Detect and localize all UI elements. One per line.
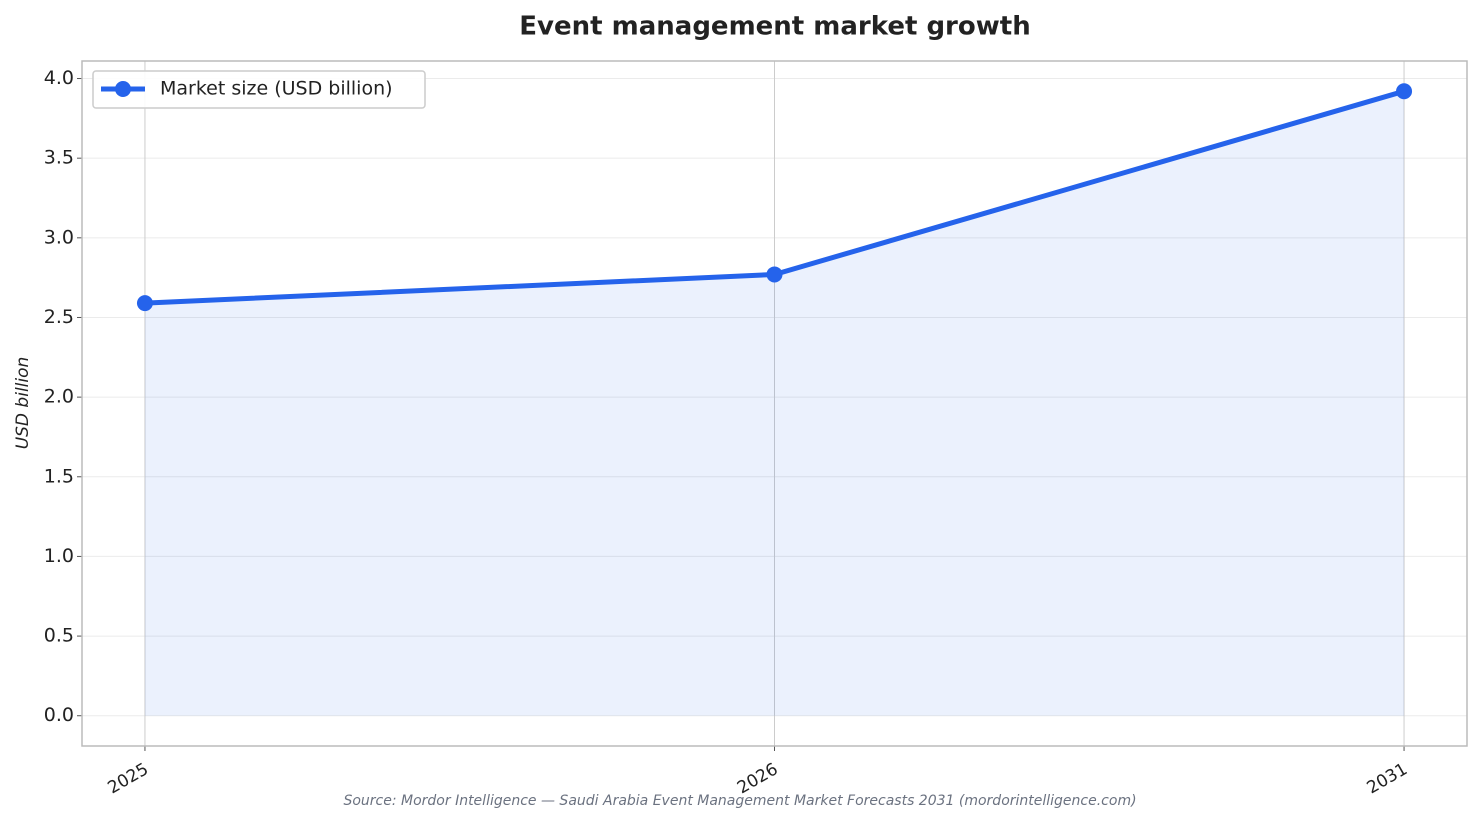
y-tick-label: 2.0 bbox=[44, 386, 74, 408]
y-tick-label: 3.0 bbox=[44, 226, 74, 248]
legend-marker bbox=[115, 81, 131, 97]
area bbox=[144, 91, 1405, 716]
plot-frame bbox=[81, 60, 1468, 747]
marker bbox=[766, 266, 783, 283]
x-tick-label: 2025 bbox=[104, 759, 151, 798]
legend: Market size (USD billion) bbox=[92, 70, 426, 109]
y-tick-label: 3.5 bbox=[44, 147, 74, 169]
legend-label: Market size (USD billion) bbox=[160, 78, 393, 100]
chart-title: Event management market growth bbox=[519, 12, 1030, 42]
marker bbox=[1396, 83, 1413, 100]
legend-box bbox=[92, 70, 426, 109]
y-tick-label: 1.5 bbox=[44, 465, 74, 487]
y-tick-label: 4.0 bbox=[44, 67, 74, 89]
y-axis-label: USD billion bbox=[13, 357, 33, 450]
marker bbox=[136, 295, 153, 312]
y-tick-label: 0.0 bbox=[44, 704, 74, 726]
x-tick-label: 2031 bbox=[1364, 759, 1411, 798]
y-tick-label: 2.5 bbox=[44, 306, 74, 328]
y-tick-label: 1.0 bbox=[44, 545, 74, 567]
y-tick-label: 0.5 bbox=[44, 625, 74, 647]
source-note: Source: Mordor Intelligence — Saudi Arab… bbox=[343, 793, 1136, 809]
